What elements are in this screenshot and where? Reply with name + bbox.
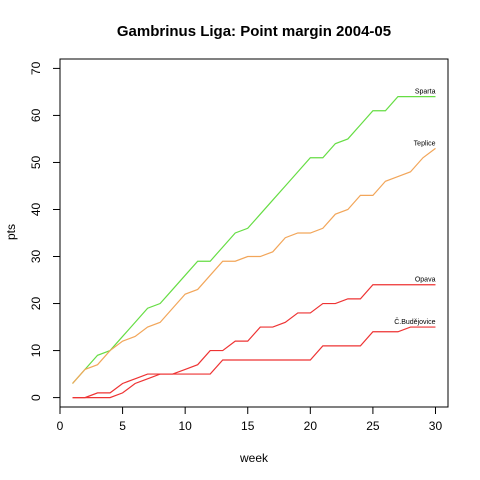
x-tick-label: 15 [241,419,255,433]
y-tick-label: 60 [29,108,43,122]
series-line-1 [72,96,436,384]
axes-layer: 0 5 10 15 20 25 30 0 10 20 30 40 50 60 70 [29,61,442,433]
x-tick-label: 0 [57,419,64,433]
plot-frame [59,58,449,408]
y-tick-label: 10 [29,344,43,358]
y-tick-label: 50 [29,155,43,169]
y-axis-label: pts [4,224,18,240]
y-tick-label: 20 [29,297,43,311]
series-label: Teplice [414,140,436,147]
series-label: Č.Budějovice [394,317,435,326]
series-line-2 [72,147,436,384]
y-tick-label: 40 [29,202,43,216]
x-tick-label: 30 [429,419,443,433]
plot-area [59,58,449,408]
y-tick-label: 70 [29,61,43,75]
x-tick-label: 10 [178,419,192,433]
chart-title: Gambrinus Liga: Point margin 2004-05 [117,23,391,40]
series-line-4 [72,326,436,399]
series-layer: Sparta Teplice Opava Č.Budějovice [72,89,436,399]
series-line-3 [72,284,436,399]
x-axis-label: week [239,451,269,465]
x-tick-label: 20 [304,419,318,433]
y-tick-label: 30 [29,250,43,264]
series-label: Opava [415,277,436,284]
x-tick-label: 5 [119,419,126,433]
series-label: Sparta [415,89,436,96]
y-tick-label: 0 [29,394,43,401]
x-tick-label: 25 [366,419,380,433]
